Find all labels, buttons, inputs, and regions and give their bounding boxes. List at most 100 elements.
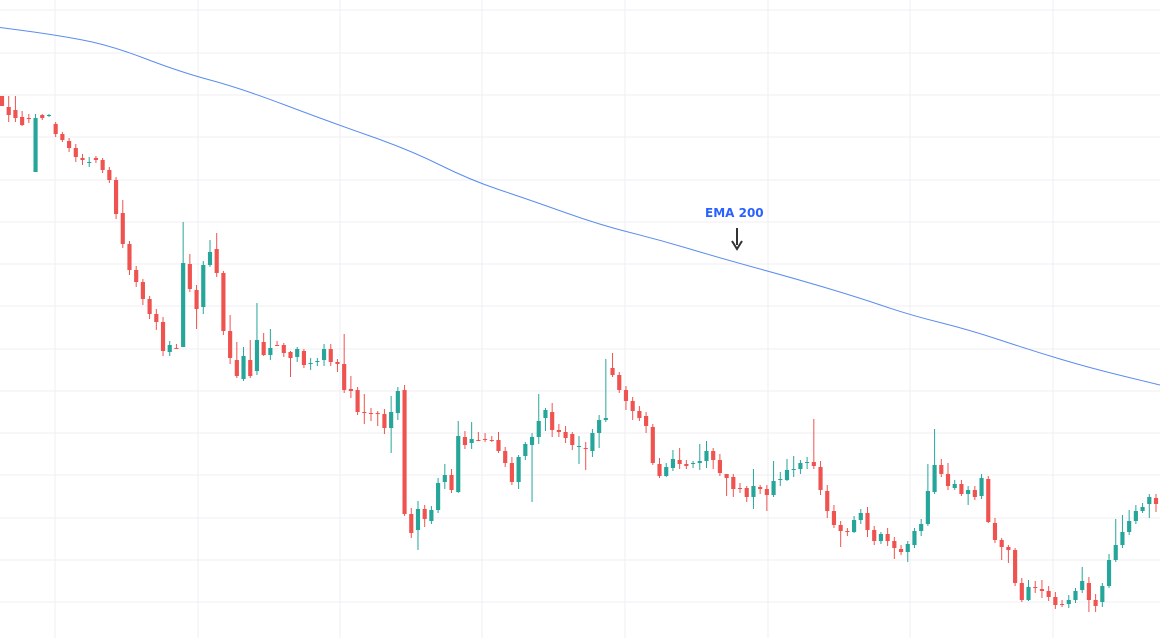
candle-body-up — [469, 439, 474, 443]
candle-body-down — [482, 439, 488, 440]
candle-body-down — [630, 401, 635, 411]
candle-body-down — [140, 282, 145, 299]
candle-body-up — [805, 462, 810, 463]
candle-body-up — [315, 361, 320, 362]
candle-body-down — [865, 513, 870, 530]
candle-body-down — [120, 213, 125, 244]
candle-body-down — [1093, 600, 1098, 606]
candle-body-up — [690, 463, 696, 464]
candle-body-down — [724, 474, 729, 478]
candle-body-down — [328, 349, 333, 362]
arrow-down-icon — [731, 240, 743, 251]
candle-body-up — [442, 475, 447, 482]
candle-body-down — [248, 360, 253, 376]
candle-body-down — [375, 413, 380, 414]
candle-body-down — [1086, 583, 1091, 600]
candle-body-up — [167, 345, 172, 352]
candle-body-down — [221, 273, 226, 331]
candle-body-up — [201, 265, 206, 307]
candle-body-down — [80, 158, 85, 160]
candle-body-down — [986, 479, 991, 522]
candle-body-down — [362, 412, 367, 413]
candle-body-down — [885, 534, 890, 541]
candle-body-up — [1066, 600, 1071, 604]
candle-body-down — [187, 264, 192, 289]
candle-body-down — [550, 412, 555, 430]
candle-body-down — [13, 110, 18, 118]
candle-body-up — [932, 465, 937, 492]
candle-body-up — [436, 483, 441, 510]
candle-body-down — [677, 460, 682, 464]
candle-body-down — [617, 375, 622, 390]
candle-body-up — [241, 356, 246, 379]
candle-body-down — [509, 463, 514, 482]
candle-body-down — [0, 96, 5, 106]
candle-body-up — [778, 479, 783, 480]
candle-body-up — [87, 162, 92, 163]
candle-body-up — [798, 463, 803, 469]
candle-body-down — [1019, 583, 1024, 600]
candle-body-down — [228, 331, 233, 358]
candle-body-up — [523, 444, 528, 456]
candle-body-up — [321, 349, 327, 360]
candle-body-down — [261, 342, 266, 355]
candle-body-up — [33, 118, 38, 172]
ema-200-label: EMA 200 — [705, 206, 764, 220]
candle-body-down — [288, 352, 293, 358]
candle-series — [0, 96, 1159, 612]
candle-body-down — [342, 364, 347, 390]
candle-body-up — [966, 490, 971, 494]
candle-body-down — [1033, 587, 1038, 588]
candle-body-up — [858, 513, 863, 520]
candle-body-down — [758, 487, 763, 489]
candle-body-down — [945, 474, 951, 486]
candle-body-down — [281, 345, 286, 353]
candle-body-up — [456, 436, 461, 492]
candle-body-down — [556, 430, 561, 432]
candle-body-down — [831, 511, 837, 525]
candle-body-up — [771, 481, 776, 495]
candle-body-down — [1039, 589, 1045, 591]
ema-annotation: EMA 200 — [705, 206, 764, 251]
candle-body-down — [610, 368, 615, 375]
candle-body-down — [462, 437, 468, 445]
candle-body-up — [295, 349, 300, 357]
candle-body-down — [160, 322, 166, 351]
candle-body-up — [1147, 497, 1152, 504]
candle-body-up — [415, 509, 421, 530]
candle-body-up — [912, 531, 917, 545]
ema-200-line — [0, 27, 1160, 386]
candle-body-up — [670, 459, 676, 468]
candle-body-down — [717, 460, 722, 473]
candle-body-up — [697, 461, 702, 463]
candle-body-up — [751, 486, 756, 497]
candle-body-up — [268, 348, 273, 355]
candle-body-up — [181, 263, 186, 347]
candle-body-down — [637, 411, 642, 418]
candle-body-down — [147, 299, 152, 314]
candle-body-up — [1127, 521, 1132, 532]
candle-body-down — [301, 351, 306, 365]
candle-body-up — [1133, 511, 1138, 521]
candle-body-down — [1013, 550, 1018, 583]
candle-body-up — [46, 115, 52, 116]
candle-body-down — [999, 540, 1004, 547]
candle-body-down — [26, 118, 31, 119]
candle-body-up — [597, 420, 602, 433]
candle-body-down — [1006, 547, 1011, 550]
candle-body-up — [576, 446, 582, 447]
candle-body-down — [503, 451, 508, 463]
candle-body-up — [704, 451, 709, 461]
candle-body-down — [53, 124, 58, 134]
candle-body-down — [174, 348, 179, 349]
candle-body-down — [818, 467, 823, 490]
candle-body-down — [898, 549, 904, 552]
candle-body-down — [127, 244, 132, 270]
candle-body-down — [811, 462, 816, 466]
candle-body-down — [872, 530, 877, 541]
candle-body-down — [1059, 604, 1065, 605]
candle-body-up — [664, 467, 669, 476]
candle-body-down — [623, 390, 629, 401]
candle-body-up — [536, 421, 541, 437]
